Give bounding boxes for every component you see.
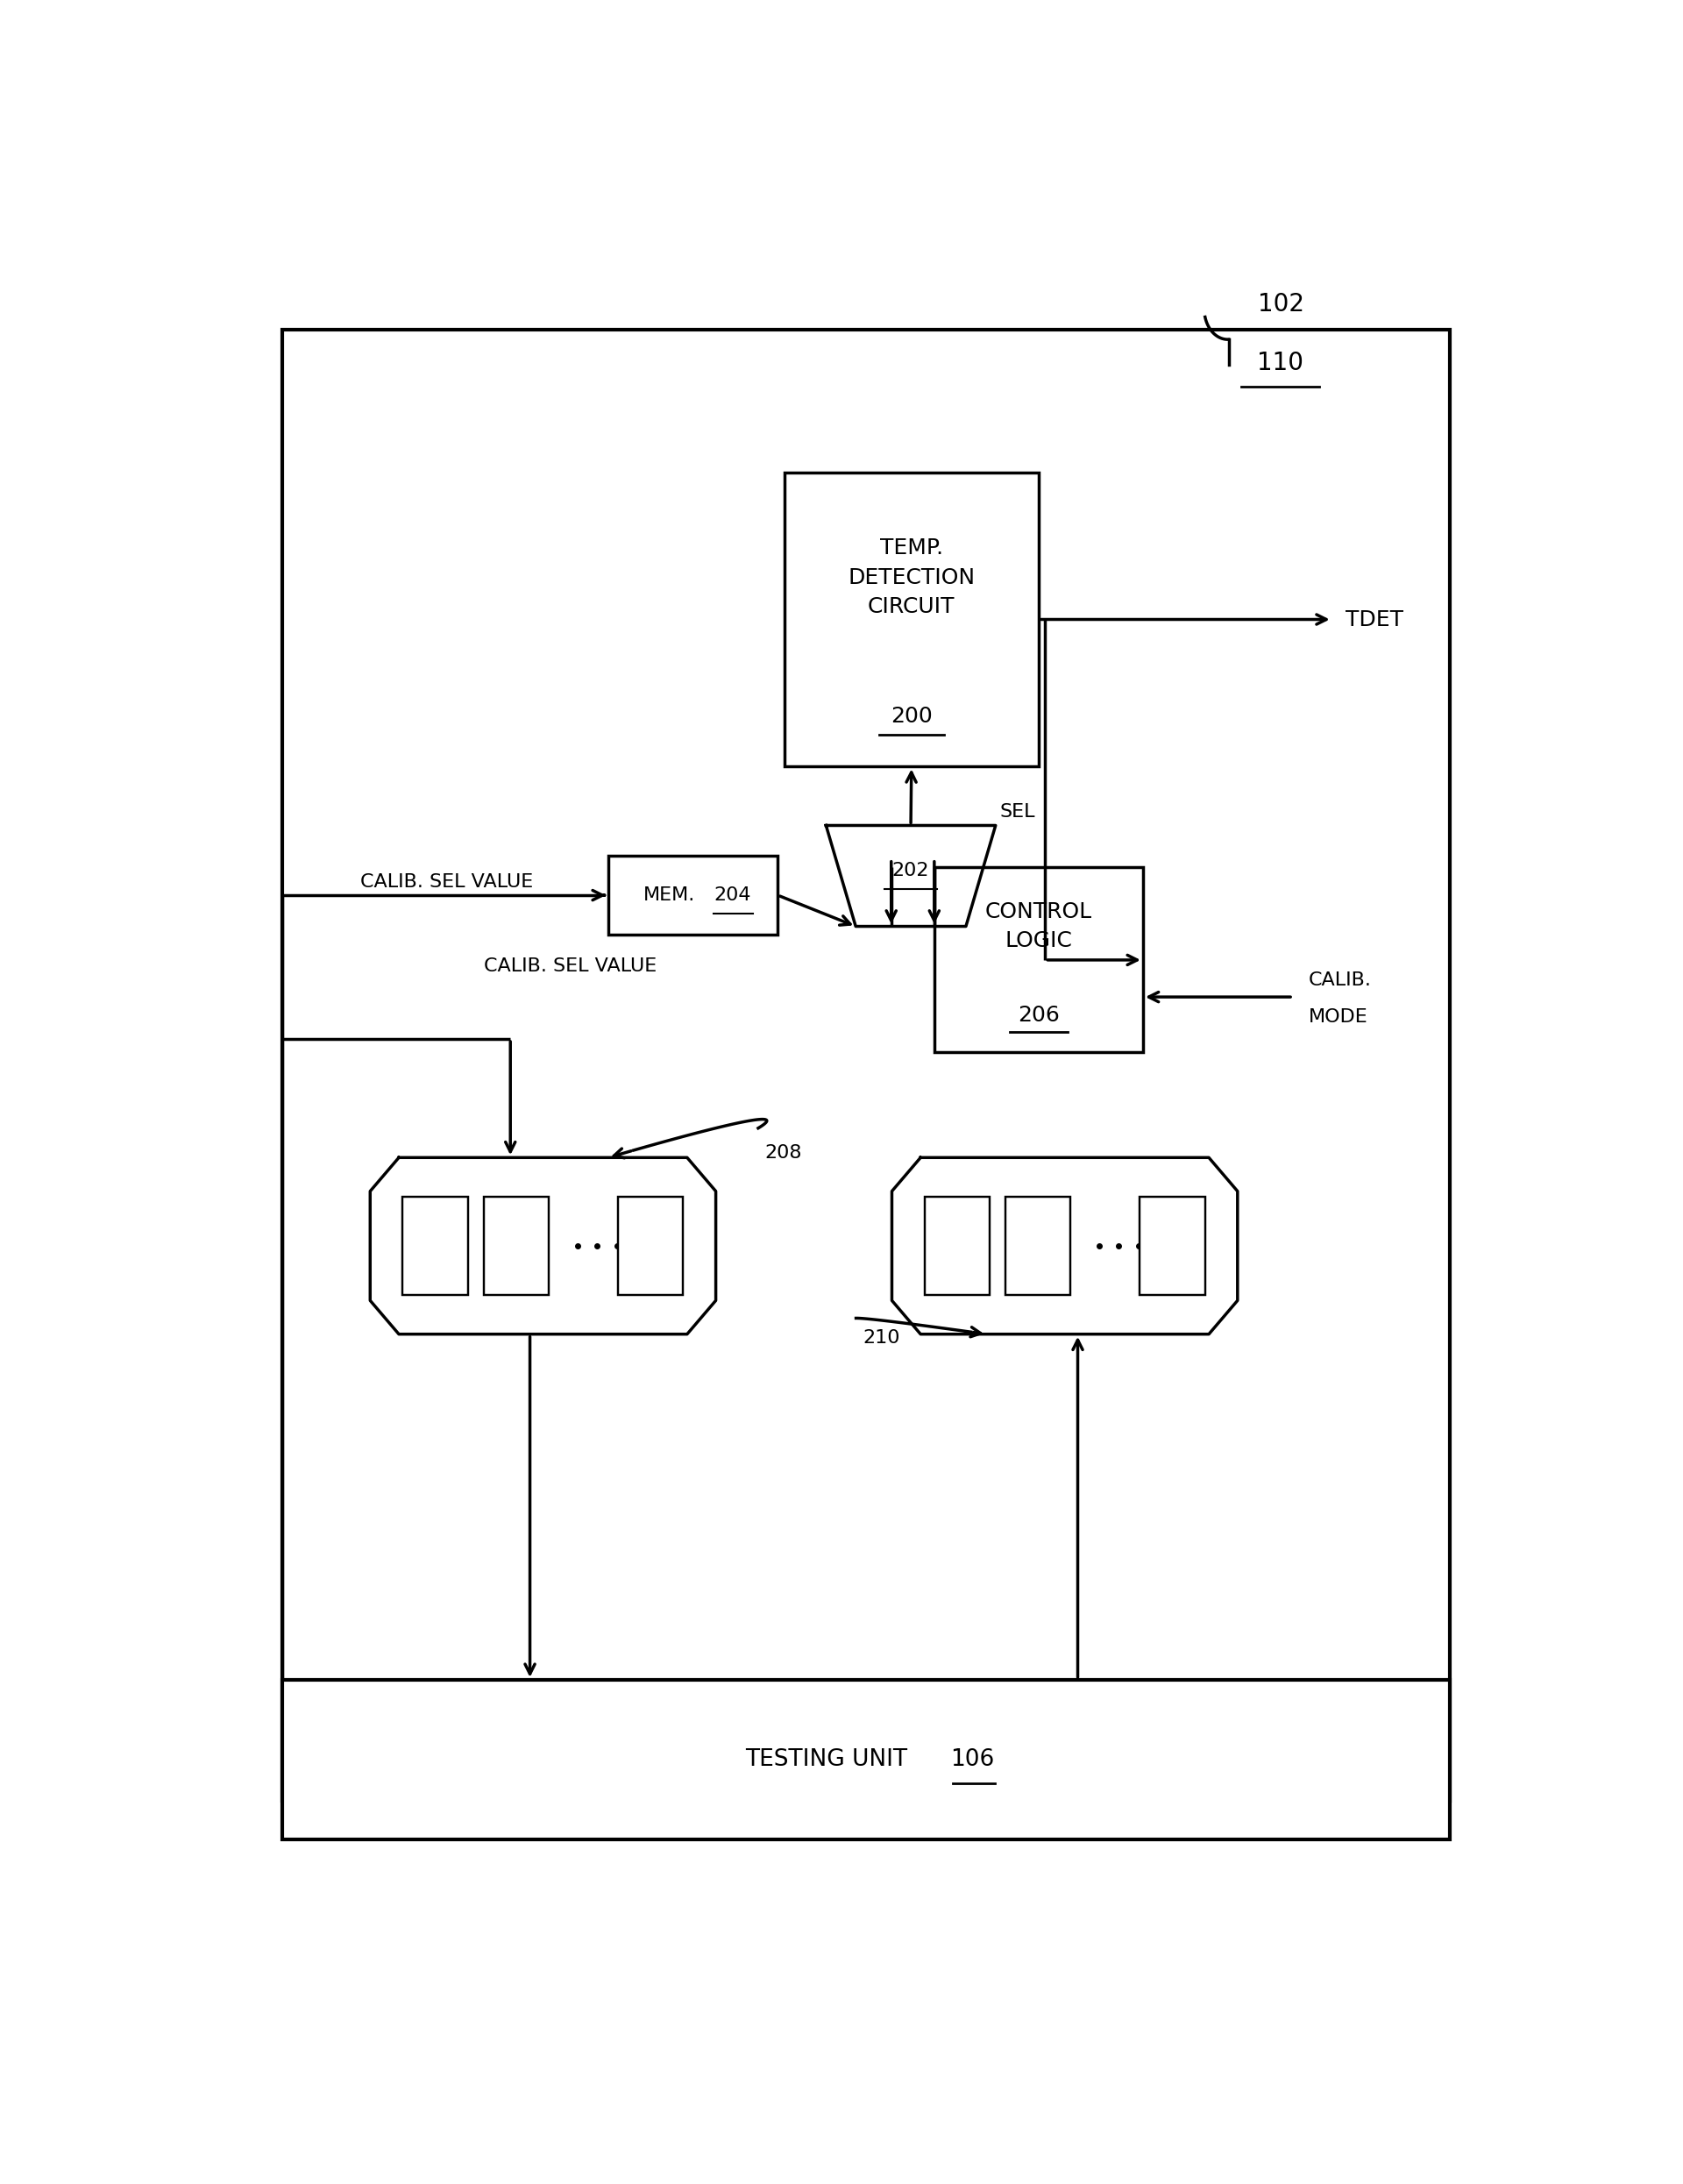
Bar — [283, 330, 1449, 1802]
Text: TEMP.
DETECTION
CIRCUIT: TEMP. DETECTION CIRCUIT — [848, 537, 974, 618]
Text: 102: 102 — [1257, 293, 1304, 317]
Polygon shape — [370, 1158, 715, 1334]
Bar — [924, 1197, 990, 1295]
Bar — [402, 1197, 468, 1295]
Text: CALIB.: CALIB. — [1309, 972, 1372, 989]
Bar — [1005, 1197, 1070, 1295]
Text: CONTROL
LOGIC: CONTROL LOGIC — [985, 902, 1092, 952]
Bar — [784, 472, 1038, 767]
Text: 202: 202 — [892, 863, 929, 880]
Text: MEM.: MEM. — [643, 887, 695, 904]
Text: TESTING UNIT: TESTING UNIT — [746, 1747, 907, 1771]
Text: MODE: MODE — [1309, 1009, 1368, 1026]
Text: 200: 200 — [890, 705, 932, 727]
Text: 206: 206 — [1018, 1005, 1060, 1026]
Bar — [483, 1197, 549, 1295]
Text: 204: 204 — [714, 887, 751, 904]
Text: TDET: TDET — [1345, 609, 1404, 629]
Text: 106: 106 — [951, 1747, 995, 1771]
Text: 110: 110 — [1257, 352, 1303, 376]
Bar — [608, 856, 778, 935]
Polygon shape — [826, 826, 996, 926]
Bar — [283, 1679, 1449, 1839]
Bar — [934, 867, 1143, 1053]
Text: 208: 208 — [764, 1144, 803, 1162]
Polygon shape — [892, 1158, 1237, 1334]
Text: SEL: SEL — [1000, 804, 1035, 821]
Bar — [1139, 1197, 1205, 1295]
Text: CALIB. SEL VALUE: CALIB. SEL VALUE — [485, 957, 656, 974]
Text: 210: 210 — [862, 1330, 900, 1348]
Text: CALIB. SEL VALUE: CALIB. SEL VALUE — [360, 874, 534, 891]
Bar — [618, 1197, 683, 1295]
